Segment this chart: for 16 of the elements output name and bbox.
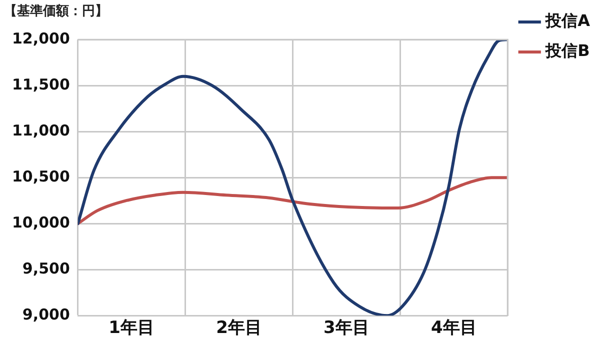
line-series: [78, 176, 508, 226]
y-tick-label: 12,000: [12, 29, 70, 48]
x-tick-label: 1年目: [108, 318, 155, 338]
y-tick-label: 10,000: [12, 213, 70, 232]
x-tick-label: 3年目: [324, 318, 370, 338]
x-tick-label: 4年目: [430, 318, 477, 338]
chart-title: 【基準価額：円】: [4, 3, 108, 20]
legend-label: 投信B: [544, 41, 590, 60]
legend-label: 投信A: [544, 11, 591, 30]
y-tick-label: 9,000: [22, 305, 70, 324]
y-tick-label: 9,500: [22, 259, 70, 278]
y-tick-label: 11,000: [12, 121, 70, 140]
line-series: [78, 40, 508, 316]
x-tick-label: 2年目: [216, 318, 262, 338]
y-tick-label: 10,500: [12, 167, 70, 186]
y-tick-label: 11,500: [12, 75, 70, 94]
